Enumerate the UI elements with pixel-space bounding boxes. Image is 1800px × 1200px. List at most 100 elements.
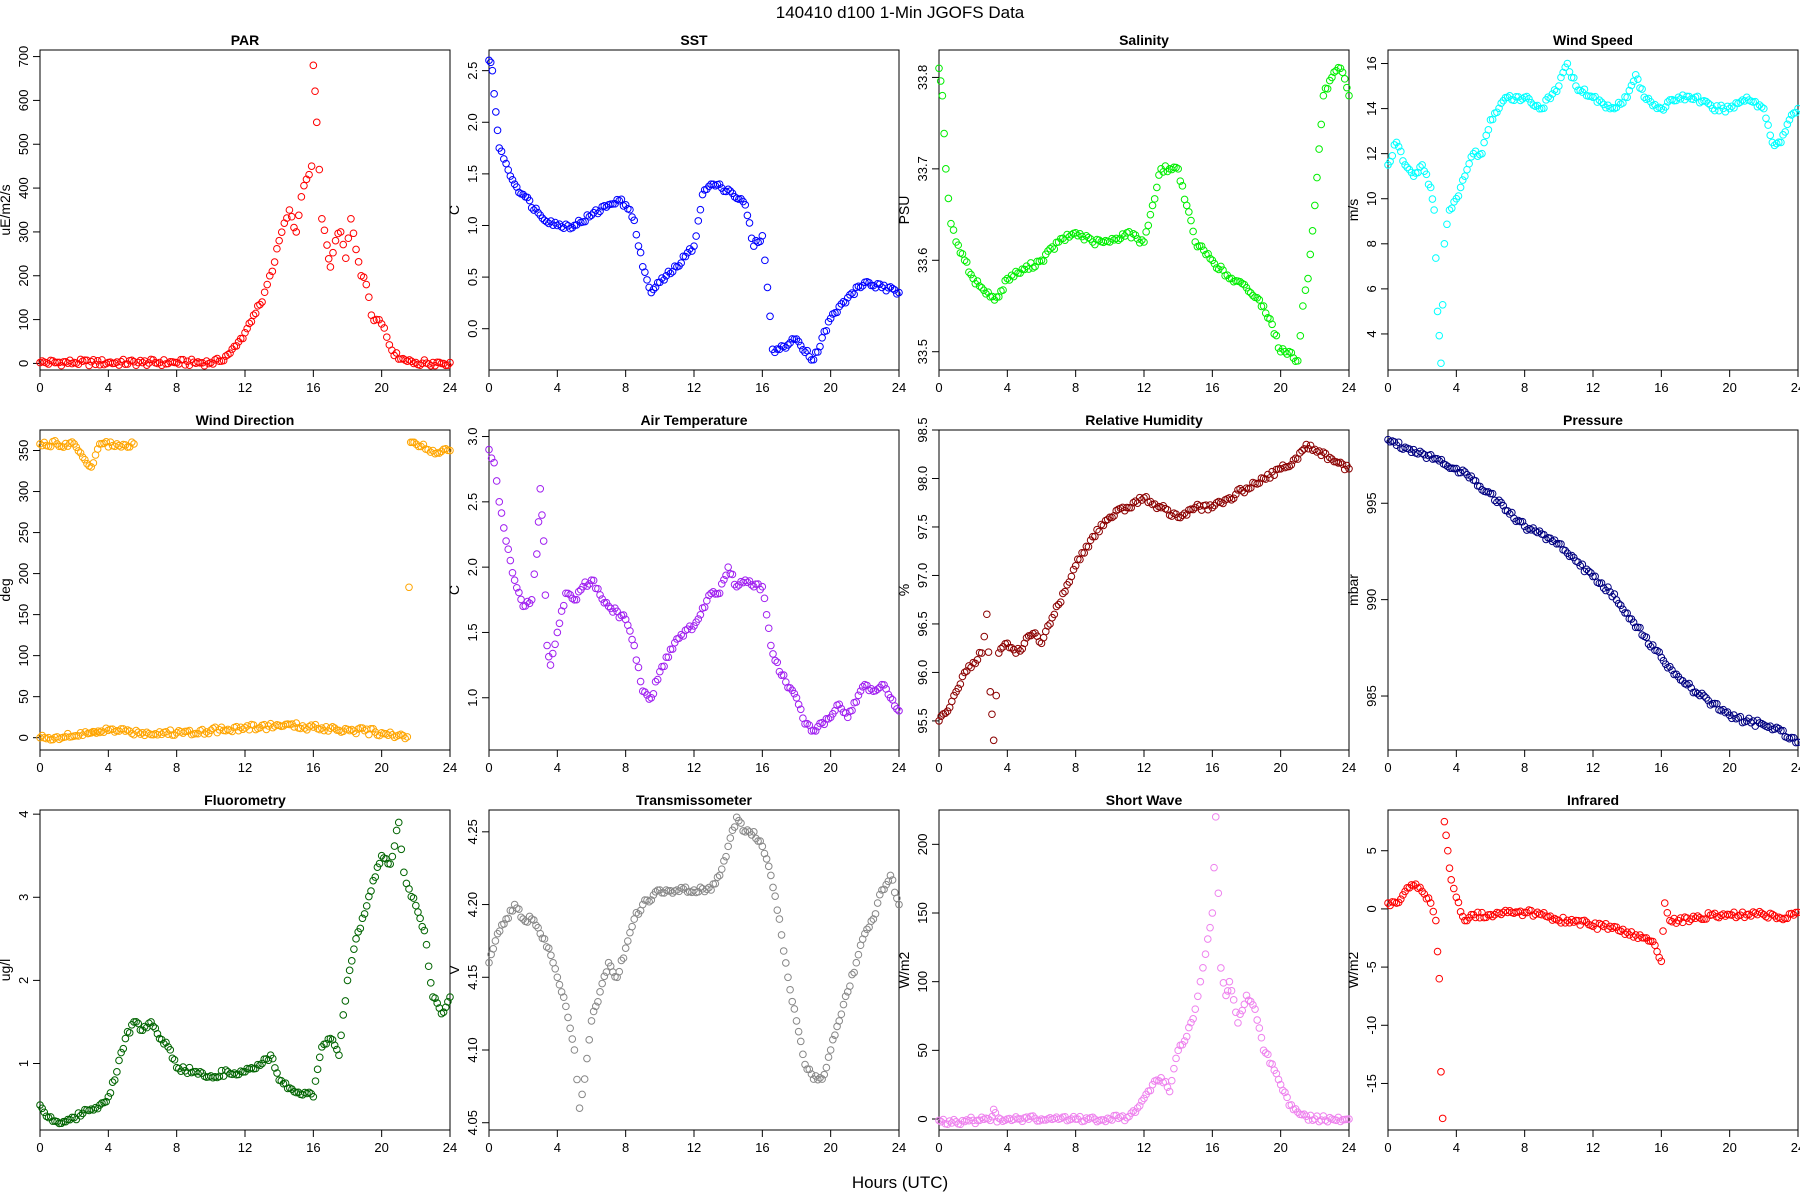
- data-point-air-temperature: [752, 580, 760, 588]
- data-point-short-wave: [1229, 996, 1238, 1004]
- data-point-transmissometer: [617, 956, 626, 965]
- data-point-sst: [692, 232, 700, 240]
- data-point-air-temperature: [596, 591, 604, 599]
- data-point-sst: [758, 232, 767, 240]
- data-point-infrared: [1621, 930, 1629, 939]
- data-point-wind-direction: [309, 723, 318, 731]
- data-point-fluorometry: [356, 924, 365, 933]
- data-point-wind-speed: [1394, 142, 1403, 151]
- data-point-infrared: [1433, 947, 1442, 956]
- y-tick-label-short-wave-0: 0: [915, 1115, 930, 1122]
- data-point-short-wave: [984, 1115, 992, 1123]
- data-point-salinity: [1283, 350, 1291, 358]
- data-point-relative-humidity: [1202, 501, 1210, 509]
- panel-salinity: Salinity 0 4 8 12 16 20 24 33.5 33.6 33.7 33.8 PSU: [896, 32, 1356, 395]
- data-point-par: [377, 320, 386, 328]
- data-point-air-temperature: [848, 706, 856, 715]
- data-point-wind-direction: [410, 438, 418, 447]
- data-point-short-wave: [1225, 977, 1234, 986]
- data-point-wind-direction: [55, 735, 64, 744]
- y-tick-label-relative-humidity-96-5: 96.5: [915, 611, 930, 636]
- data-point-sst: [662, 272, 671, 280]
- data-point-air-temperature: [811, 727, 820, 735]
- data-point-wind-direction: [307, 721, 315, 730]
- data-point-relative-humidity: [1323, 455, 1332, 464]
- data-point-fluorometry: [414, 908, 422, 916]
- data-point-transmissometer: [841, 992, 850, 1001]
- data-point-salinity: [1131, 231, 1140, 239]
- data-point-salinity: [944, 194, 953, 203]
- data-point-relative-humidity: [954, 684, 963, 693]
- x-tick-label-fluorometry-12: 12: [238, 1140, 252, 1155]
- data-point-sst: [784, 341, 792, 349]
- data-point-transmissometer: [544, 944, 553, 952]
- data-point-wind-direction: [55, 442, 64, 451]
- data-point-fluorometry: [420, 926, 429, 935]
- data-point-air-temperature: [769, 650, 777, 658]
- data-point-short-wave: [1167, 1076, 1176, 1085]
- x-tick-label-short-wave-20: 20: [1273, 1140, 1287, 1155]
- data-point-air-temperature: [619, 611, 628, 619]
- data-point-relative-humidity: [1311, 445, 1319, 454]
- data-point-air-temperature: [764, 624, 773, 633]
- data-point-sst: [796, 341, 805, 350]
- data-point-wind-speed: [1473, 152, 1482, 160]
- data-point-transmissometer: [645, 897, 653, 906]
- data-point-air-temperature: [762, 610, 771, 619]
- data-point-relative-humidity: [1163, 506, 1172, 514]
- data-point-fluorometry: [268, 1054, 277, 1063]
- panel-par: PAR 0 4 8 12 16 20 24 0 100 200 300 400 500 600 700 uE/m…: [0, 32, 457, 395]
- data-point-short-wave: [1133, 1104, 1142, 1112]
- data-point-transmissometer: [578, 1090, 586, 1099]
- data-point-par: [270, 258, 279, 266]
- data-point-fluorometry: [431, 994, 439, 1002]
- data-point-salinity: [1182, 201, 1191, 210]
- y-axis-label-wind-speed: m/s: [1345, 199, 1361, 222]
- data-point-par: [320, 226, 329, 235]
- data-point-transmissometer: [568, 1035, 577, 1043]
- data-point-transmissometer: [530, 916, 538, 924]
- data-point-fluorometry: [271, 1064, 279, 1072]
- plot-frame-salinity: [938, 49, 1350, 371]
- data-point-short-wave: [1217, 964, 1225, 972]
- data-point-short-wave: [1206, 923, 1214, 932]
- data-point-air-temperature: [824, 715, 833, 723]
- data-point-sst: [690, 242, 698, 250]
- data-point-wind-direction: [76, 449, 85, 457]
- data-point-transmissometer: [886, 871, 895, 880]
- data-point-wind-direction: [300, 724, 309, 732]
- data-point-short-wave: [1071, 1115, 1080, 1123]
- data-point-air-temperature: [502, 537, 510, 545]
- data-point-fluorometry: [281, 1079, 290, 1087]
- data-point-salinity: [1308, 227, 1317, 235]
- data-point-relative-humidity: [1153, 504, 1161, 513]
- data-point-par: [372, 315, 381, 324]
- data-point-air-temperature: [589, 576, 598, 585]
- data-point-wind-speed: [1523, 92, 1531, 101]
- data-point-par: [305, 170, 313, 179]
- data-point-pressure: [1687, 684, 1696, 692]
- data-point-salinity: [1217, 262, 1225, 271]
- data-point-short-wave: [960, 1117, 969, 1126]
- data-point-relative-humidity: [1289, 456, 1298, 464]
- data-point-par: [249, 311, 258, 320]
- panel-title-relative-humidity: Relative Humidity: [1085, 412, 1203, 428]
- data-point-salinity: [969, 274, 977, 283]
- data-point-short-wave: [1287, 1101, 1296, 1109]
- data-point-par: [403, 357, 412, 366]
- x-tick-label-wind-direction-12: 12: [238, 760, 252, 775]
- data-point-wind-speed: [1766, 131, 1775, 140]
- y-tick-label-sst-1-5: 1.5: [465, 165, 480, 183]
- data-point-wind-direction: [424, 445, 432, 454]
- y-tick-label-par-300: 300: [16, 221, 31, 243]
- x-tick-label-relative-humidity-0: 0: [935, 760, 942, 775]
- y-axis-label-pressure: mbar: [1345, 574, 1361, 606]
- data-point-salinity: [1014, 269, 1022, 277]
- data-point-wind-direction: [200, 730, 209, 738]
- data-point-infrared: [1783, 914, 1792, 923]
- data-point-wind-speed: [1493, 108, 1501, 117]
- data-point-pressure: [1471, 477, 1480, 485]
- data-point-sst: [803, 346, 811, 355]
- data-point-par: [359, 273, 368, 281]
- data-point-par: [232, 342, 241, 350]
